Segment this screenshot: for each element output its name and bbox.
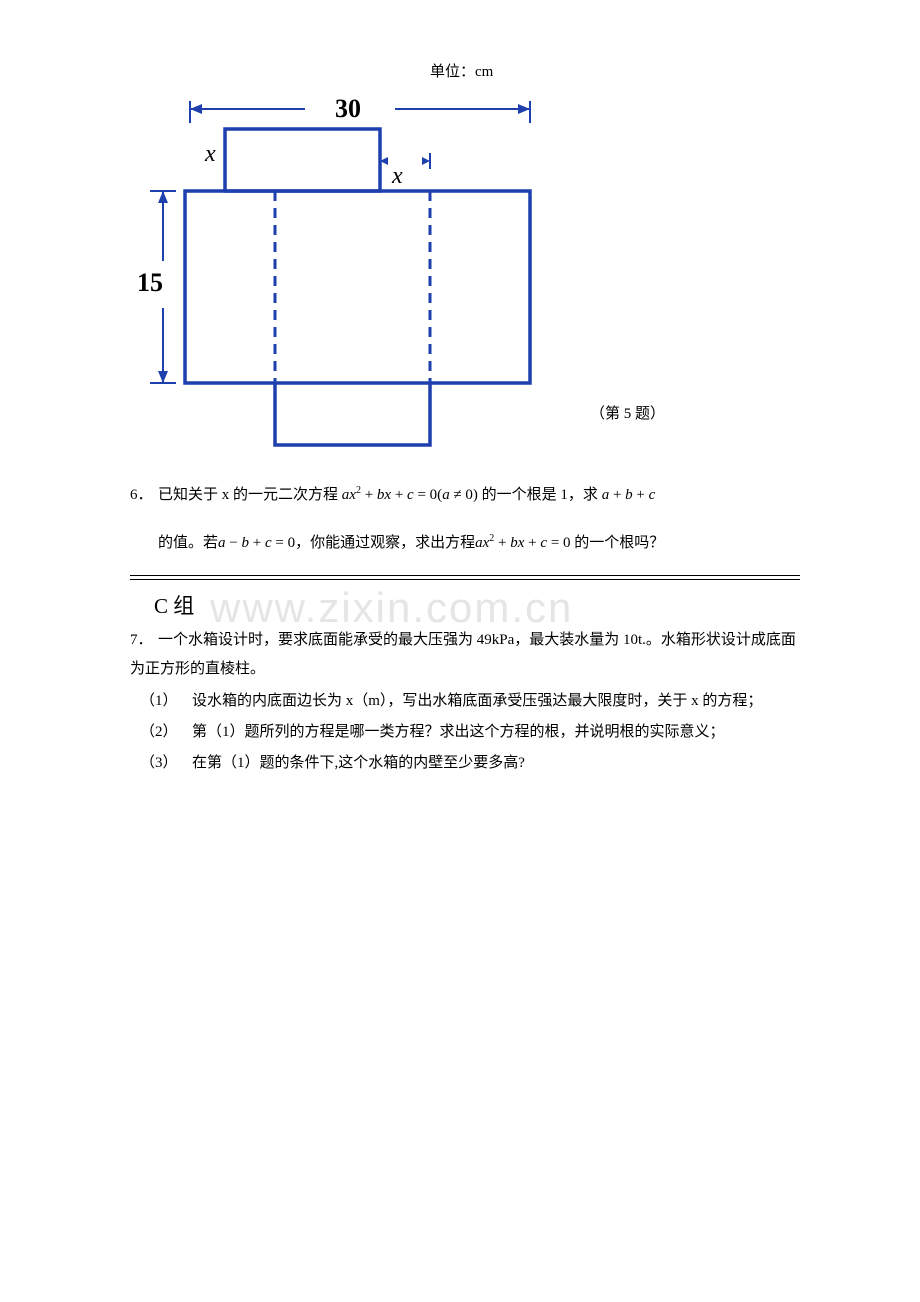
p7-sub1: （1） 设水箱的内底面边长为 x（m），写出水箱底面承受压强达最大限度时，关于 … bbox=[140, 687, 800, 716]
problem-7-num: 7． bbox=[130, 626, 158, 655]
svg-text:x: x bbox=[391, 163, 403, 189]
p7-s1-text: 设水箱的内底面边长为 x（m），写出水箱底面承受压强达最大限度时，关于 x 的方… bbox=[192, 687, 800, 716]
problem-7: 7．一个水箱设计时，要求底面能承受的最大压强为 49kPa，最大装水量为 10t… bbox=[130, 626, 800, 778]
group-c-cn: 组 bbox=[168, 594, 194, 618]
section-divider bbox=[130, 575, 800, 580]
p7-s2-num: （2） bbox=[140, 718, 192, 747]
p6-text-2c: 的一个根吗？ bbox=[571, 535, 665, 551]
svg-text:15: 15 bbox=[137, 268, 163, 297]
p6-eq4: ax2 + bx + c = 0 bbox=[475, 535, 570, 551]
p7-s3-text: 在第（1）题的条件下,这个水箱的内壁至少要多高? bbox=[192, 749, 800, 778]
p6-text-1a: 已知关于 x 的一元二次方程 bbox=[158, 487, 338, 503]
svg-text:x: x bbox=[204, 141, 216, 167]
group-c-title: C 组 bbox=[154, 590, 800, 620]
p7-sub3: （3） 在第（1）题的条件下,这个水箱的内壁至少要多高? bbox=[140, 749, 800, 778]
p6-eq3: a − b + c = 0 bbox=[218, 535, 295, 551]
p6-text-2b: ，你能通过观察，求出方程 bbox=[295, 535, 475, 551]
p6-eq2: a + b + c bbox=[602, 487, 656, 503]
figure-caption: （第 5 题） bbox=[590, 402, 665, 423]
problem-6: 6．已知关于 x 的一元二次方程 ax2 + bx + c = 0(a ≠ 0)… bbox=[130, 477, 800, 561]
group-c-en: C bbox=[154, 594, 168, 618]
problem-6-num: 6． bbox=[130, 477, 158, 513]
p6-text-2a: 的值。若 bbox=[158, 535, 218, 551]
p7-s1-num: （1） bbox=[140, 687, 192, 716]
p7-intro: 一个水箱设计时，要求底面能承受的最大压强为 49kPa，最大装水量为 10t.。… bbox=[130, 632, 796, 677]
figure-diagram: 30 x x bbox=[130, 83, 560, 453]
unit-label: 单位：cm bbox=[430, 60, 800, 81]
p6-eq1: ax2 + bx + c = 0(a ≠ 0) bbox=[342, 487, 478, 503]
svg-text:30: 30 bbox=[335, 94, 361, 123]
p7-s2-text: 第（1）题所列的方程是哪一类方程？求出这个方程的根，并说明根的实际意义； bbox=[192, 718, 800, 747]
p7-s3-num: （3） bbox=[140, 749, 192, 778]
p7-sub2: （2） 第（1）题所列的方程是哪一类方程？求出这个方程的根，并说明根的实际意义； bbox=[140, 718, 800, 747]
p6-text-1b: 的一个根是 1，求 bbox=[482, 487, 598, 503]
